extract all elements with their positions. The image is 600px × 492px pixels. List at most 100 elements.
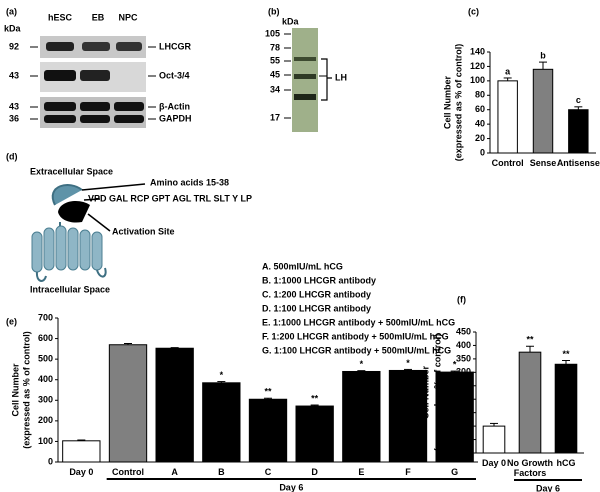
significance-label: * [406, 358, 410, 368]
group-label: Day 6 [279, 482, 303, 492]
panel-label: (a) [6, 6, 17, 16]
bar [568, 109, 589, 154]
treatment-label: B. 1:1000 LHCGR antibody [262, 275, 376, 285]
bar [62, 440, 101, 463]
bar [554, 363, 578, 454]
significance-label: ** [311, 393, 319, 403]
x-tick-label: Antisense [556, 158, 600, 168]
x-tick-label: Control [491, 158, 524, 168]
significance-label: a [505, 66, 511, 76]
residues-title: Amino acids 15-38 [150, 177, 229, 187]
marker: 78 [270, 42, 280, 52]
y-tick-label: 0 [480, 147, 485, 157]
x-tick-label: Control [112, 467, 144, 477]
y-axis-subtitle: (expressed as % of control) [453, 44, 463, 162]
site-label: Activation Site [112, 226, 175, 236]
significance-label: * [453, 359, 457, 369]
y-tick-label: 100 [456, 420, 471, 430]
y-tick-label: 700 [38, 312, 53, 322]
y-tick-label: 20 [475, 133, 485, 143]
lane-label: NPC [118, 12, 138, 22]
y-tick-label: 100 [470, 75, 485, 85]
y-tick-label: 0 [48, 456, 53, 466]
panel-label: (c) [468, 6, 479, 16]
x-tick-label: B [218, 467, 225, 477]
significance-label: * [360, 359, 364, 369]
x-tick-label: Sense [529, 158, 557, 168]
bar [532, 68, 554, 154]
receptor-diagram [31, 183, 146, 282]
significance-label: * [220, 370, 224, 380]
band-label: LH [335, 72, 347, 82]
y-tick-label: 300 [456, 367, 471, 377]
marker: 45 [270, 69, 280, 79]
marker: 105 [265, 28, 280, 38]
y-tick-label: 60 [475, 104, 485, 114]
lane-label: hESC [48, 12, 73, 22]
treatment-label: F. 1:200 LHCGR antibody + 500mIU/mL hCG [262, 331, 449, 341]
marker: 36 [9, 113, 19, 123]
sequence: VPD GAL RCP GPT AGL TRL SLT Y LP [88, 193, 252, 203]
significance-label: b [540, 50, 546, 60]
x-tick-label: A [171, 467, 178, 477]
y-tick-label: 500 [38, 354, 53, 364]
bar [248, 398, 288, 463]
bar [202, 382, 241, 463]
protein-label: Oct-3/4 [159, 70, 190, 80]
x-tick-label: C [264, 467, 272, 477]
bar [342, 370, 381, 463]
treatment-label: G. 1:100 LHCGR antibody + 500mIU/mL hCG [262, 345, 451, 355]
unit: kDa [282, 16, 300, 26]
x-tick-label: Day 0 [481, 458, 507, 468]
y-tick-label: 400 [456, 340, 471, 350]
x-tick-label: F [405, 467, 411, 477]
marker: 92 [9, 41, 19, 51]
treatment-label: E. 1:1000 LHCGR antibody + 500mIU/mL hCG [262, 317, 455, 327]
bar [295, 405, 334, 463]
y-tick-label: 0 [466, 447, 471, 457]
x-tick-label: G [451, 467, 459, 477]
region-label: Intracellular Space [30, 284, 110, 294]
treatment-label: A. 500mIU/mL hCG [262, 261, 343, 271]
region-label: Extracellular Space [30, 166, 113, 176]
marker: 43 [9, 101, 19, 111]
bar [482, 425, 506, 454]
y-tick-label: 400 [38, 374, 53, 384]
panel-label: (f) [457, 294, 466, 304]
y-axis-subtitle: (expressed as % of control) [432, 334, 442, 452]
y-tick-label: 350 [456, 353, 471, 363]
bar [388, 369, 428, 463]
protein-label: LHCGR [159, 41, 191, 51]
significance-label: ** [264, 387, 272, 397]
significance-label: c [576, 95, 581, 105]
treatment-label: D. 1:100 LHCGR antibody [262, 303, 371, 313]
group-label: Day 6 [536, 483, 560, 492]
y-axis-subtitle: (expressed as % of control) [21, 331, 31, 449]
y-tick-label: 250 [456, 380, 471, 390]
treatment-label: C. 1:200 LHCGR antibody [262, 289, 371, 299]
panel-label: (e) [6, 316, 17, 326]
significance-label: ** [526, 335, 534, 345]
y-axis-title: Cell Number [420, 365, 430, 419]
significance-label: ** [562, 349, 570, 359]
y-tick-label: 300 [38, 395, 53, 405]
y-tick-label: 450 [456, 326, 471, 336]
y-tick-label: 140 [470, 46, 485, 56]
blot [30, 36, 156, 128]
x-tick-label: Day 0 [69, 467, 94, 477]
y-tick-label: 40 [475, 119, 485, 129]
bar [108, 344, 148, 463]
y-axis-title: Cell Number [10, 363, 20, 417]
y-tick-label: 200 [456, 394, 471, 404]
lane-label: EB [92, 12, 105, 22]
marker: 34 [270, 84, 280, 94]
marker: 55 [270, 55, 280, 65]
y-tick-label: 100 [38, 436, 53, 446]
y-tick-label: 50 [461, 434, 471, 444]
panel-label: (b) [268, 6, 280, 16]
y-tick-label: 150 [456, 407, 471, 417]
panel-label: (d) [6, 151, 18, 161]
marker: 43 [9, 70, 19, 80]
bar [155, 347, 194, 463]
bar [435, 371, 474, 463]
